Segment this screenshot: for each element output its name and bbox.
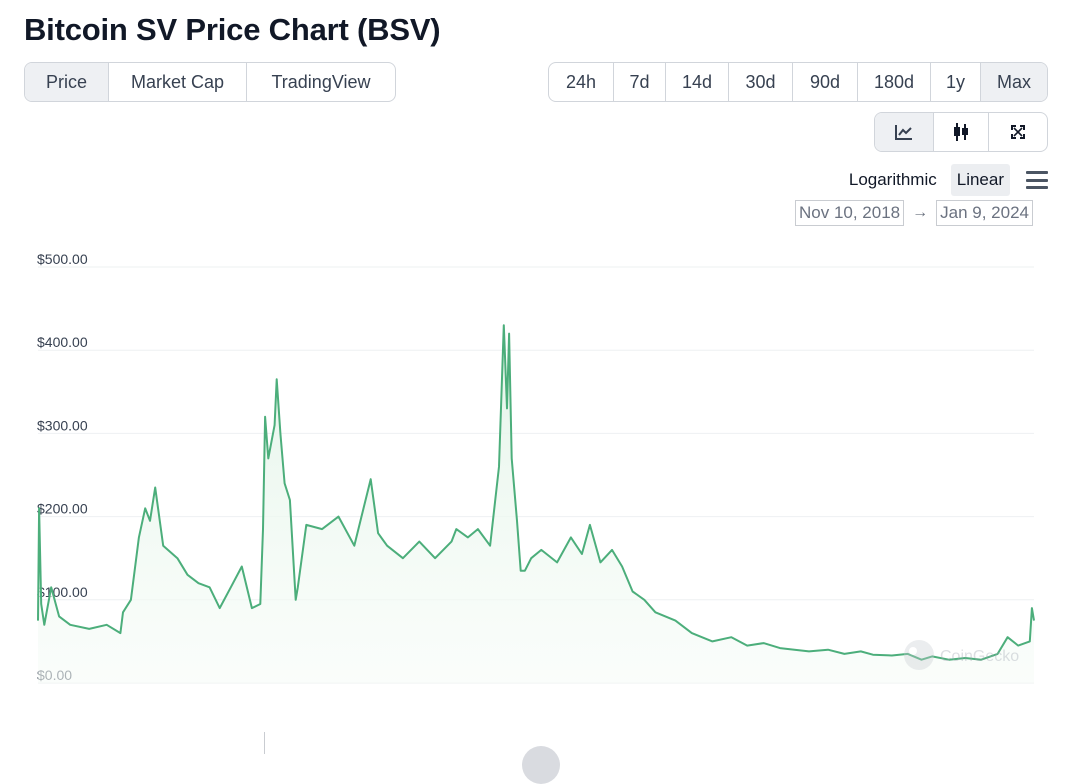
bottom-decoration xyxy=(522,746,560,784)
price-chart: $500.00$400.00$300.00$200.00$100.00$0.00… xyxy=(37,251,1035,684)
date-to-input[interactable]: Jan 9, 2024 xyxy=(936,200,1033,226)
candlestick-button[interactable] xyxy=(934,113,989,151)
scale-logarithmic[interactable]: Logarithmic xyxy=(848,170,937,189)
bottom-divider xyxy=(264,732,265,754)
y-tick-label: $100.00 xyxy=(37,584,88,600)
y-tick-label: $500.00 xyxy=(37,251,88,267)
tab-tradingview[interactable]: TradingView xyxy=(271,71,371,92)
view-tabs: Price Market Cap TradingView xyxy=(24,62,396,102)
line-chart-button[interactable] xyxy=(875,113,934,151)
hamburger-menu-icon[interactable] xyxy=(1026,171,1048,189)
range-1y[interactable]: 1y xyxy=(931,63,981,101)
line-chart-icon xyxy=(895,125,912,140)
fullscreen-icon xyxy=(1011,125,1025,139)
page-title: Bitcoin SV Price Chart (BSV) xyxy=(24,12,441,47)
scale-linear[interactable]: Linear xyxy=(950,164,1010,196)
range-7d[interactable]: 7d xyxy=(614,63,666,101)
range-24h[interactable]: 24h xyxy=(549,63,614,101)
candlestick-icon xyxy=(954,123,968,141)
range-30d[interactable]: 30d xyxy=(729,63,793,101)
chart-type-toggle xyxy=(874,112,1048,152)
tab-price[interactable]: Price xyxy=(25,63,109,101)
range-max[interactable]: Max xyxy=(981,63,1047,101)
range-14d[interactable]: 14d xyxy=(666,63,729,101)
price-line xyxy=(37,324,1035,661)
price-area xyxy=(38,325,1034,683)
fullscreen-button[interactable] xyxy=(989,113,1047,151)
scale-toggle: Logarithmic Linear xyxy=(843,164,1048,196)
y-tick-label: $400.00 xyxy=(37,334,88,350)
watermark-text: CoinGecko xyxy=(940,648,1019,665)
coingecko-watermark: CoinGecko xyxy=(904,640,1019,670)
range-90d[interactable]: 90d xyxy=(793,63,858,101)
range-tabs: 24h 7d 14d 30d 90d 180d 1y Max xyxy=(548,62,1048,102)
arrow-right-icon: → xyxy=(912,204,929,221)
date-from-input[interactable]: Nov 10, 2018 xyxy=(795,200,905,226)
y-tick-label: $200.00 xyxy=(37,501,88,517)
range-180d[interactable]: 180d xyxy=(858,63,931,101)
tab-market-cap[interactable]: Market Cap xyxy=(109,63,247,101)
date-range: Nov 10, 2018 → Jan 9, 2024 xyxy=(795,200,1033,226)
y-tick-label: $300.00 xyxy=(37,417,88,433)
